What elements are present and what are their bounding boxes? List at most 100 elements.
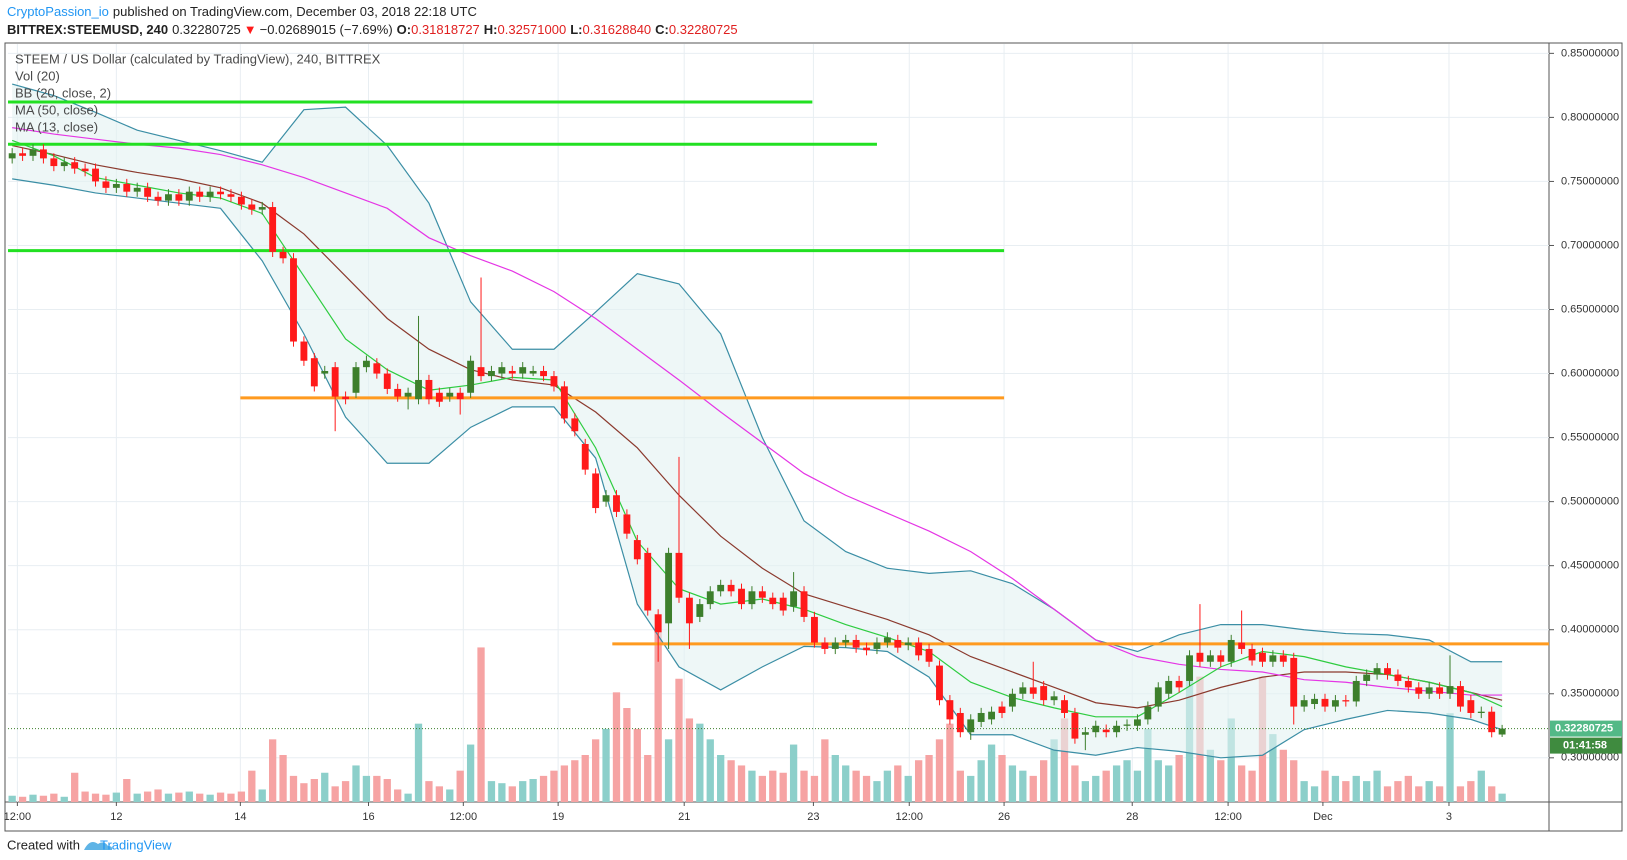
volume-bar — [1456, 786, 1465, 802]
legend: STEEM / US Dollar (calculated by Trading… — [15, 51, 381, 134]
volume-bar — [1435, 786, 1444, 802]
volume-bar — [143, 791, 152, 802]
candle-body — [279, 251, 287, 259]
candle-body — [1300, 700, 1308, 707]
y-tick-label: 0.50000000 — [1561, 496, 1619, 508]
volume-bar — [1488, 786, 1496, 802]
volume-bar — [967, 775, 975, 802]
candle-body — [217, 191, 224, 195]
x-tick-label: 21 — [678, 811, 690, 823]
candle-body — [560, 386, 568, 419]
volume-bar — [352, 765, 360, 802]
candle-body — [50, 158, 58, 167]
x-tick-label: 12 — [110, 811, 122, 823]
candle-body — [800, 591, 808, 617]
volume-bar — [1394, 781, 1402, 802]
candle-body — [633, 540, 641, 560]
volume-bar — [206, 794, 214, 802]
volume-bar — [717, 755, 725, 802]
x-tick-label: 3 — [1446, 811, 1452, 823]
volume-bar — [331, 786, 339, 802]
volume-bar — [1060, 718, 1069, 802]
candle-body — [185, 191, 193, 201]
candle-body — [102, 181, 110, 188]
legend-entry: Vol (20) — [15, 68, 60, 83]
published: published on TradingView.com, December 0… — [113, 4, 477, 19]
volume-bar — [123, 779, 131, 802]
volume-bar — [1290, 760, 1298, 802]
volume-bar — [498, 783, 506, 802]
candle-body — [331, 367, 339, 397]
volume-bar — [685, 718, 694, 802]
volume-bar — [1363, 781, 1371, 802]
candle-body — [956, 712, 964, 733]
candle-body — [123, 183, 131, 192]
ohlc-value: 0.31628840 — [582, 22, 651, 37]
volume-bar — [81, 791, 89, 802]
volume-bar — [602, 728, 610, 802]
volume-bar — [769, 770, 777, 802]
volume-bar — [456, 770, 464, 802]
volume-bar — [1071, 765, 1079, 802]
candle-body — [508, 370, 516, 374]
ma-line — [12, 127, 1503, 696]
volume-bar — [1415, 786, 1423, 802]
volume-bar — [956, 770, 964, 802]
volume-bar — [1123, 760, 1131, 802]
last-price-label: 0.32280725 — [1555, 723, 1613, 735]
x-tick-label: 26 — [998, 811, 1010, 823]
candle-body — [540, 370, 547, 377]
volume-bar — [1019, 770, 1027, 802]
candle-body — [883, 637, 891, 643]
candle-body — [779, 597, 787, 611]
candle-body — [1040, 686, 1048, 701]
x-tick-label: 19 — [552, 811, 564, 823]
y-tick-label: 0.55000000 — [1561, 432, 1619, 444]
candle-body — [1269, 655, 1277, 662]
bb-upper — [12, 83, 1503, 663]
candle-body — [1102, 729, 1110, 733]
candle-body — [1279, 655, 1287, 662]
candle-body — [1425, 687, 1433, 694]
candle-body — [154, 196, 162, 201]
volume-bar — [248, 770, 256, 802]
author[interactable]: CryptoPassion_io — [7, 4, 109, 19]
candle-body — [863, 647, 870, 651]
volume-bar — [581, 755, 589, 802]
candle-body — [467, 360, 475, 393]
candle-body — [60, 162, 68, 167]
volume-bar — [60, 796, 68, 802]
candle-body — [394, 388, 402, 397]
volume-bar — [706, 739, 714, 802]
volume-bar — [216, 792, 225, 802]
footer-brand[interactable]: TradingView — [100, 837, 172, 852]
candle-body — [1404, 680, 1412, 688]
candle-body — [529, 370, 537, 374]
volume-bar — [654, 614, 662, 802]
volume-bar — [1144, 728, 1152, 802]
volume-bar — [1477, 770, 1485, 802]
volume-bar — [1321, 770, 1329, 802]
candle-body — [571, 418, 579, 432]
volume-bar — [196, 793, 204, 802]
candle-body — [915, 642, 923, 656]
volume-bar — [477, 647, 485, 802]
volume-bar — [1227, 718, 1235, 802]
y-tick-label: 0.70000000 — [1561, 239, 1619, 251]
candle-body — [748, 591, 756, 605]
volume-bar — [800, 770, 808, 802]
chart-title: STEEM / US Dollar (calculated by Trading… — [15, 51, 381, 66]
candle-body — [675, 552, 683, 598]
x-tick-label: 28 — [1126, 811, 1138, 823]
volume-bar — [1175, 755, 1183, 802]
volume-bar — [935, 739, 944, 802]
volume-bar — [8, 795, 16, 802]
candle-body — [1217, 655, 1225, 662]
candle-body — [1415, 687, 1423, 694]
countdown-label: 01:41:58 — [1563, 740, 1607, 752]
candle-body — [112, 183, 120, 188]
volume-bar — [675, 678, 683, 802]
candle-body — [894, 639, 902, 648]
volume-bar — [904, 775, 912, 802]
candle-body — [790, 591, 798, 607]
